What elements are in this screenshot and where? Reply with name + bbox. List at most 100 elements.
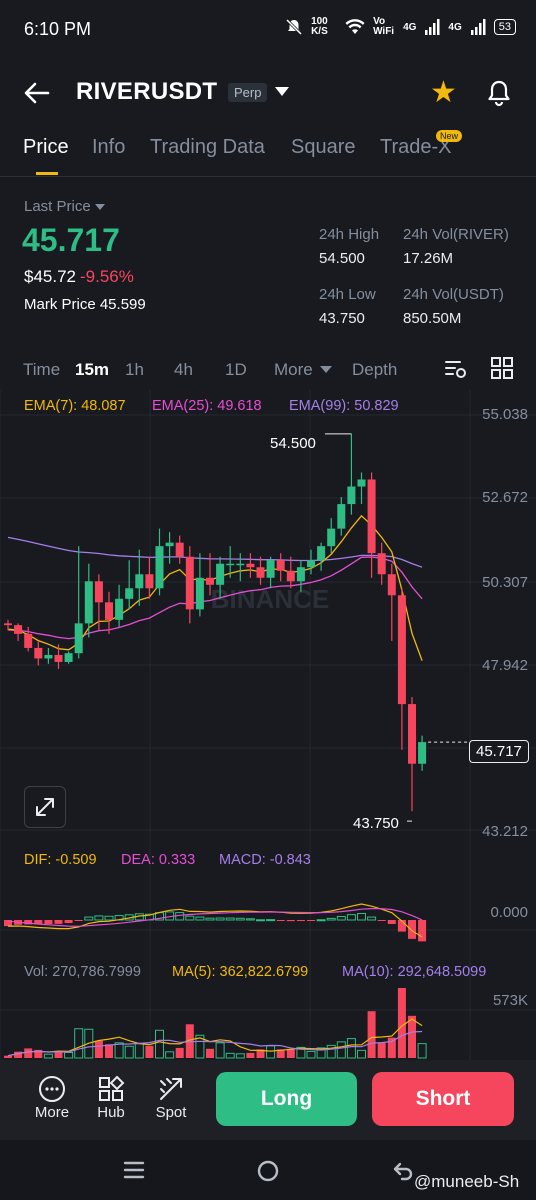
bell-icon[interactable]	[484, 78, 514, 108]
macd-bar-40	[408, 920, 416, 939]
candle-body-5	[54, 654, 63, 662]
more-label: More	[34, 1104, 70, 1121]
indicator-settings-icon[interactable]	[444, 357, 468, 381]
macd-bar-0	[4, 920, 12, 927]
macd-bar-25	[256, 919, 265, 922]
macd-bar-20	[205, 917, 215, 921]
bottom-action-bar: More Hub Spot Long Short	[0, 1060, 536, 1140]
vol-bar-19	[195, 1034, 205, 1059]
macd-bar-34	[346, 914, 356, 921]
back-arrow-icon[interactable]	[22, 78, 52, 108]
spot-swap-icon	[160, 1078, 182, 1100]
macd-bar-17	[175, 912, 185, 921]
tf-1d[interactable]: 1D	[225, 360, 247, 379]
macd-bar-23	[235, 917, 245, 921]
candle-body-1	[14, 625, 23, 634]
tf-15m[interactable]: 15m	[75, 360, 110, 379]
macd-bar-2	[24, 920, 33, 925]
vol-bar-8	[84, 1028, 94, 1059]
candle-body-36	[367, 479, 376, 554]
favorite-star-icon[interactable]: ★	[430, 76, 457, 109]
mark-price: Mark Price 45.599	[24, 296, 146, 313]
dea-line	[7, 907, 423, 927]
vol-bar-15	[155, 1029, 164, 1059]
macd-bar-27	[276, 920, 285, 921]
macd-bar-18	[185, 915, 195, 921]
candle-body-2	[24, 633, 33, 648]
vol-bar-29	[296, 1046, 306, 1059]
candle-body-10	[105, 602, 113, 620]
page-tabs: Price Info Trading Data Square Trade-X	[0, 130, 536, 177]
home-circle-icon[interactable]	[256, 1159, 280, 1183]
candle-body-3	[34, 647, 43, 659]
vol-bar-32	[326, 1044, 336, 1059]
more-button[interactable]: More	[27, 1074, 77, 1121]
perp-badge: Perp	[228, 83, 268, 102]
axis-label-2: 52.672	[482, 489, 528, 506]
layout-grid-icon[interactable]	[491, 357, 513, 379]
macd-bar-8	[84, 916, 94, 921]
battery-icon: 53	[493, 19, 516, 35]
long-button[interactable]: Long	[216, 1072, 357, 1126]
tab-trade-x[interactable]: Trade-X	[380, 136, 452, 158]
last-price-label[interactable]: Last Price	[24, 198, 105, 215]
macd-bar-28	[286, 920, 295, 922]
vol-bar-0	[4, 1055, 12, 1058]
candle-body-25	[256, 567, 265, 578]
last-price-caret-icon	[94, 204, 105, 211]
vol-bar-23	[235, 1053, 245, 1059]
vol-bar-24	[246, 1052, 255, 1058]
tf-depth[interactable]: Depth	[352, 360, 398, 379]
macd-bar-32	[326, 917, 336, 921]
macd-bar-30	[307, 920, 315, 921]
tf-1h[interactable]: 1h	[125, 360, 144, 379]
usd-price: $45.72	[24, 267, 76, 286]
tab-square[interactable]: Square	[291, 136, 356, 158]
dif-line	[7, 903, 423, 938]
vowifi-label: Vo WiFi	[373, 16, 395, 37]
axis-label-1: 55.038	[482, 406, 528, 423]
spot-button[interactable]: Spot	[146, 1074, 196, 1121]
candle-body-35	[357, 479, 366, 487]
tab-trading-data[interactable]: Trading Data	[150, 136, 265, 158]
back-gesture-icon[interactable]	[392, 1160, 414, 1182]
macd-bar-33	[336, 915, 346, 921]
symbol-title[interactable]: RIVERUSDT	[76, 78, 218, 105]
vol-bar-4	[43, 1053, 53, 1059]
short-button[interactable]: Short	[372, 1072, 514, 1126]
tf-time[interactable]: Time	[23, 360, 61, 379]
recent-apps-icon[interactable]	[123, 1160, 145, 1180]
user-watermark: @muneeb-Sh	[414, 1172, 520, 1191]
vol-bar-1	[14, 1051, 23, 1058]
tf-4h[interactable]: 4h	[174, 360, 193, 379]
vol-bar-30	[306, 1050, 316, 1059]
vol-usdt-value: 850.50M	[403, 310, 462, 327]
macd-bar-24	[245, 918, 255, 921]
status-bar: 6:10 PM 100 K/S Vo WiFi 4G 4G 53	[0, 0, 536, 60]
symbol-dropdown-icon[interactable]	[275, 87, 289, 96]
tf-more[interactable]: More	[274, 360, 313, 379]
mute-icon	[286, 18, 303, 36]
tab-info[interactable]: Info	[92, 136, 126, 158]
vol-bar-3	[34, 1049, 43, 1058]
wifi-icon	[345, 19, 365, 34]
expand-icon	[36, 798, 54, 816]
candle-body-30	[307, 560, 315, 568]
ema99-line	[7, 536, 423, 568]
vol-bar-40	[408, 1015, 416, 1058]
macd-axis-zero: 0.000	[490, 904, 528, 921]
tab-price[interactable]: Price	[23, 136, 69, 158]
price-chart[interactable]: BINANCE	[0, 390, 536, 1060]
dea-legend: DEA: 0.333	[121, 852, 196, 868]
candle-body-33	[337, 504, 346, 529]
hub-button[interactable]: Hub	[86, 1074, 136, 1121]
candle-body-24	[246, 563, 255, 568]
vol-bar-12	[124, 1045, 134, 1059]
low-label: 24h Low	[319, 286, 376, 303]
vol-bar-31	[316, 1047, 326, 1059]
vol-bar-41	[417, 1043, 427, 1059]
price-change: -9.56%	[80, 267, 134, 286]
spot-label: Spot	[155, 1104, 187, 1121]
vol-bar-26	[266, 1045, 276, 1059]
fullscreen-button[interactable]	[24, 786, 66, 828]
